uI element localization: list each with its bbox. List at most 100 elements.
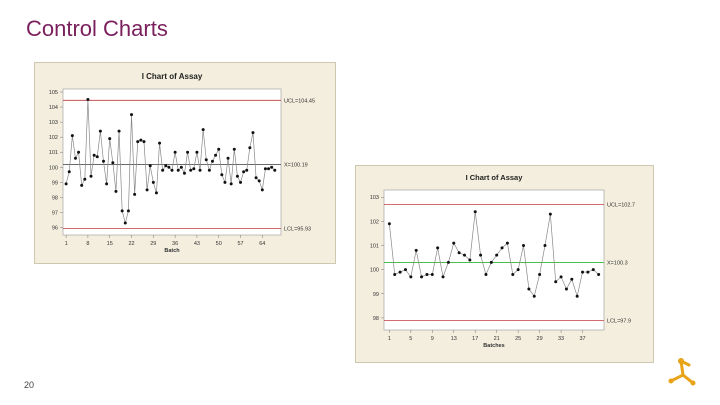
data-point xyxy=(441,275,445,279)
data-point xyxy=(226,156,230,160)
data-point xyxy=(273,168,277,172)
center-label: X=100.3 xyxy=(607,260,628,266)
data-point xyxy=(92,153,96,157)
data-point xyxy=(263,167,267,171)
data-point xyxy=(511,272,515,276)
data-point xyxy=(414,248,418,252)
y-tick-label: 100 xyxy=(370,268,379,274)
data-point xyxy=(154,191,158,195)
data-point xyxy=(73,156,77,160)
data-point xyxy=(192,167,196,171)
data-point xyxy=(139,138,143,142)
data-point xyxy=(505,241,509,245)
data-point xyxy=(393,272,397,276)
data-point xyxy=(257,179,261,183)
x-tick-label: 25 xyxy=(515,336,521,342)
data-point xyxy=(111,161,115,165)
data-point xyxy=(223,180,227,184)
data-point xyxy=(559,275,563,279)
y-tick-label: 103 xyxy=(370,195,379,201)
data-point xyxy=(108,137,112,141)
data-point xyxy=(242,170,246,174)
x-tick-label: 8 xyxy=(86,241,89,247)
data-point xyxy=(270,165,274,169)
center-label: X=100.19 xyxy=(284,162,308,168)
data-point xyxy=(473,210,477,214)
data-point xyxy=(198,168,202,172)
y-tick-label: 97 xyxy=(52,210,58,216)
data-point xyxy=(167,165,171,169)
data-point xyxy=(229,182,233,186)
data-point xyxy=(86,98,90,102)
data-point xyxy=(591,268,595,272)
x-tick-label: 57 xyxy=(237,241,243,247)
data-point xyxy=(123,221,127,225)
data-point xyxy=(267,167,271,171)
x-tick-label: 29 xyxy=(537,336,543,342)
data-point xyxy=(398,270,402,274)
data-point xyxy=(260,188,264,192)
y-tick-label: 98 xyxy=(373,316,379,322)
data-point xyxy=(70,134,74,138)
data-point xyxy=(151,180,155,184)
ucl-label: UCL=102.7 xyxy=(607,202,635,208)
data-point xyxy=(210,159,214,163)
data-point xyxy=(145,188,149,192)
x-tick-label: 50 xyxy=(216,241,222,247)
data-point xyxy=(479,253,483,257)
data-point xyxy=(182,171,186,175)
data-point xyxy=(80,183,84,187)
y-tick-label: 98 xyxy=(52,195,58,201)
data-point xyxy=(457,251,461,255)
data-point xyxy=(142,140,146,144)
y-tick-label: 101 xyxy=(49,150,58,156)
y-tick-label: 101 xyxy=(370,244,379,250)
molecule-logo-icon xyxy=(667,355,699,392)
data-point xyxy=(207,168,211,172)
lcl-label: LCL=97.9 xyxy=(607,318,631,324)
data-point xyxy=(161,168,165,172)
y-tick-label: 104 xyxy=(49,105,58,111)
data-point xyxy=(64,182,68,186)
i-chart-2: I Chart of Assay 103 102 101 100 99 98 1 5 9 13 17 2… xyxy=(370,173,635,349)
data-point xyxy=(581,270,585,274)
x-tick-label: 17 xyxy=(472,336,478,342)
data-point xyxy=(516,268,520,272)
data-point xyxy=(403,268,407,272)
data-point xyxy=(543,244,547,248)
data-point xyxy=(176,168,180,172)
data-point xyxy=(117,129,121,133)
data-point xyxy=(120,209,124,213)
slide-title: Control Charts xyxy=(26,16,168,41)
data-point xyxy=(409,275,413,279)
lcl-label: LCL=95.93 xyxy=(284,227,311,233)
data-point xyxy=(201,128,205,132)
data-point xyxy=(220,173,224,177)
data-point xyxy=(452,241,456,245)
data-point xyxy=(532,294,536,298)
x-tick-label: 22 xyxy=(128,241,134,247)
data-point xyxy=(204,158,208,162)
data-point xyxy=(570,277,574,281)
x-tick-label: 37 xyxy=(579,336,585,342)
data-point xyxy=(495,253,499,257)
series-line xyxy=(389,211,599,298)
y-tick-label: 96 xyxy=(52,225,58,231)
x-tick-label: 33 xyxy=(558,336,564,342)
data-point xyxy=(101,159,105,163)
data-point xyxy=(214,153,218,157)
data-point xyxy=(527,287,531,291)
data-point xyxy=(245,168,249,172)
chart-title: I Chart of Assay xyxy=(466,173,524,182)
data-point xyxy=(251,131,255,135)
data-point xyxy=(235,174,239,178)
y-tick-label: 103 xyxy=(49,120,58,126)
plot-area xyxy=(62,88,282,236)
data-point xyxy=(83,177,87,181)
data-point xyxy=(564,287,568,291)
data-point xyxy=(462,253,466,257)
x-tick-label: 1 xyxy=(388,336,391,342)
y-tick-label: 105 xyxy=(49,90,58,96)
data-point xyxy=(489,260,493,264)
data-point xyxy=(114,189,118,193)
